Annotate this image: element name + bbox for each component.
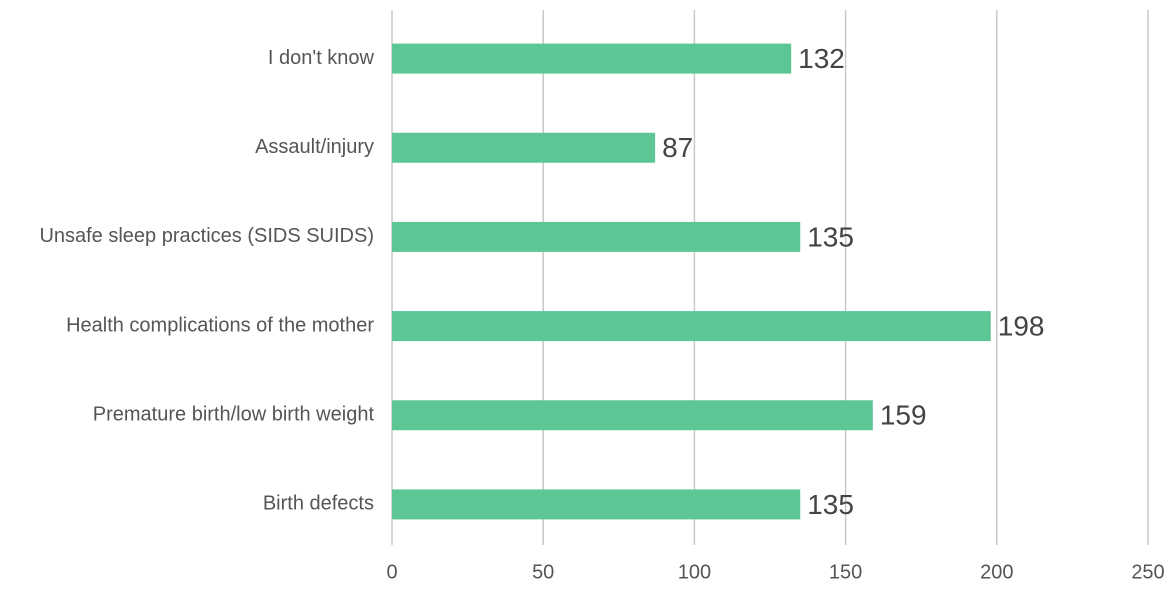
y-tick-label: I don't know [268,47,375,69]
data-label: 87 [662,132,693,163]
y-tick-label: Premature birth/low birth weight [93,404,375,426]
x-tick-label: 150 [829,561,862,583]
x-tick-label: 250 [1131,561,1164,583]
x-tick-label: 50 [532,561,554,583]
data-label: 132 [798,43,845,74]
data-label: 198 [998,310,1045,341]
bar [392,43,792,74]
x-tick-label: 200 [980,561,1013,583]
x-tick-label: 100 [678,561,711,583]
bar [392,489,801,520]
y-tick-label: Assault/injury [255,136,374,158]
x-tick-label: 0 [386,561,397,583]
bar [392,132,656,163]
y-tick-label: Health complications of the mother [66,314,374,336]
data-label: 135 [807,489,854,520]
y-tick-label: Unsafe sleep practices (SIDS SUIDS) [39,225,374,247]
bar [392,221,801,252]
data-label: 135 [807,221,854,252]
bar [392,400,873,431]
bar [392,311,991,342]
data-label: 159 [880,400,927,431]
y-tick-label: Birth defects [263,493,374,515]
